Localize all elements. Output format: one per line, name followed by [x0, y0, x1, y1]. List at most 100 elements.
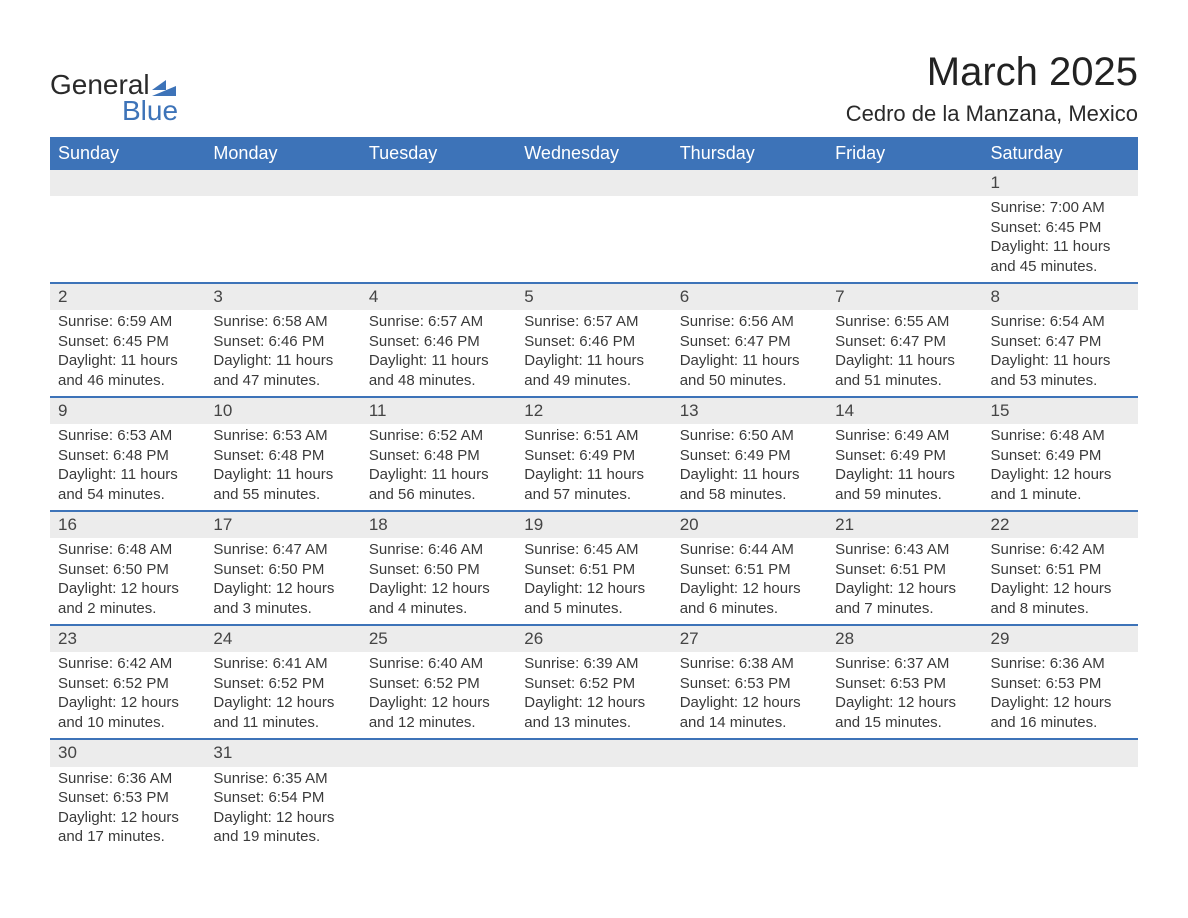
- sunset-line: Sunset: 6:47 PM: [680, 332, 819, 352]
- day-detail-cell: Sunrise: 6:39 AMSunset: 6:52 PMDaylight:…: [516, 652, 671, 739]
- day-number-cell: 3: [205, 283, 360, 310]
- day-detail-cell: [516, 767, 671, 853]
- day-detail-cell: Sunrise: 6:36 AMSunset: 6:53 PMDaylight:…: [50, 767, 205, 853]
- day-detail-cell: Sunrise: 6:38 AMSunset: 6:53 PMDaylight:…: [672, 652, 827, 739]
- daylight-line: Daylight: 12 hours and 8 minutes.: [991, 579, 1130, 618]
- daylight-line: Daylight: 11 hours and 58 minutes.: [680, 465, 819, 504]
- daylight-line: Daylight: 11 hours and 55 minutes.: [213, 465, 352, 504]
- day-detail-cell: Sunrise: 7:00 AMSunset: 6:45 PMDaylight:…: [983, 196, 1138, 283]
- day-detail-cell: Sunrise: 6:57 AMSunset: 6:46 PMDaylight:…: [361, 310, 516, 397]
- day-number-cell: [516, 739, 671, 766]
- daylight-line: Daylight: 12 hours and 14 minutes.: [680, 693, 819, 732]
- sunrise-line: Sunrise: 6:47 AM: [213, 540, 352, 560]
- day-detail-cell: [983, 767, 1138, 853]
- sunrise-line: Sunrise: 6:40 AM: [369, 654, 508, 674]
- sunrise-line: Sunrise: 6:36 AM: [58, 769, 197, 789]
- daylight-line: Daylight: 11 hours and 51 minutes.: [835, 351, 974, 390]
- sunrise-line: Sunrise: 6:53 AM: [213, 426, 352, 446]
- sunset-line: Sunset: 6:53 PM: [680, 674, 819, 694]
- page-title: March 2025: [846, 50, 1138, 95]
- col-saturday: Saturday: [983, 137, 1138, 170]
- sunset-line: Sunset: 6:51 PM: [680, 560, 819, 580]
- day-detail-cell: Sunrise: 6:45 AMSunset: 6:51 PMDaylight:…: [516, 538, 671, 625]
- day-detail-cell: Sunrise: 6:51 AMSunset: 6:49 PMDaylight:…: [516, 424, 671, 511]
- sunset-line: Sunset: 6:45 PM: [991, 218, 1130, 238]
- day-detail-cell: Sunrise: 6:48 AMSunset: 6:49 PMDaylight:…: [983, 424, 1138, 511]
- daylight-line: Daylight: 11 hours and 59 minutes.: [835, 465, 974, 504]
- day-number-cell: 2: [50, 283, 205, 310]
- sunset-line: Sunset: 6:51 PM: [991, 560, 1130, 580]
- daylight-line: Daylight: 12 hours and 1 minute.: [991, 465, 1130, 504]
- sunrise-line: Sunrise: 6:41 AM: [213, 654, 352, 674]
- sunset-line: Sunset: 6:49 PM: [835, 446, 974, 466]
- day-number-cell: 18: [361, 511, 516, 538]
- daylight-line: Daylight: 11 hours and 57 minutes.: [524, 465, 663, 504]
- week-daynum-row: 2345678: [50, 283, 1138, 310]
- daylight-line: Daylight: 12 hours and 3 minutes.: [213, 579, 352, 618]
- col-thursday: Thursday: [672, 137, 827, 170]
- week-detail-row: Sunrise: 6:42 AMSunset: 6:52 PMDaylight:…: [50, 652, 1138, 739]
- page-header: General Blue March 2025 Cedro de la Manz…: [50, 50, 1138, 127]
- daylight-line: Daylight: 12 hours and 7 minutes.: [835, 579, 974, 618]
- day-detail-cell: [361, 767, 516, 853]
- sunset-line: Sunset: 6:50 PM: [213, 560, 352, 580]
- day-number-cell: 11: [361, 397, 516, 424]
- daylight-line: Daylight: 11 hours and 45 minutes.: [991, 237, 1130, 276]
- day-detail-cell: Sunrise: 6:46 AMSunset: 6:50 PMDaylight:…: [361, 538, 516, 625]
- sunrise-line: Sunrise: 6:56 AM: [680, 312, 819, 332]
- day-number-cell: 27: [672, 625, 827, 652]
- sunrise-line: Sunrise: 6:58 AM: [213, 312, 352, 332]
- day-number-cell: 28: [827, 625, 982, 652]
- day-number-cell: 15: [983, 397, 1138, 424]
- sunset-line: Sunset: 6:54 PM: [213, 788, 352, 808]
- sunrise-line: Sunrise: 6:51 AM: [524, 426, 663, 446]
- day-number-cell: 26: [516, 625, 671, 652]
- day-detail-cell: Sunrise: 6:48 AMSunset: 6:50 PMDaylight:…: [50, 538, 205, 625]
- day-detail-cell: [50, 196, 205, 283]
- day-number-cell: [361, 170, 516, 196]
- week-daynum-row: 16171819202122: [50, 511, 1138, 538]
- sunrise-line: Sunrise: 6:49 AM: [835, 426, 974, 446]
- day-number-cell: 9: [50, 397, 205, 424]
- col-wednesday: Wednesday: [516, 137, 671, 170]
- sunset-line: Sunset: 6:46 PM: [524, 332, 663, 352]
- sunrise-line: Sunrise: 6:42 AM: [58, 654, 197, 674]
- week-detail-row: Sunrise: 6:53 AMSunset: 6:48 PMDaylight:…: [50, 424, 1138, 511]
- sunset-line: Sunset: 6:48 PM: [213, 446, 352, 466]
- day-detail-cell: [672, 767, 827, 853]
- day-detail-cell: Sunrise: 6:40 AMSunset: 6:52 PMDaylight:…: [361, 652, 516, 739]
- day-number-cell: 29: [983, 625, 1138, 652]
- week-daynum-row: 3031: [50, 739, 1138, 766]
- sunset-line: Sunset: 6:50 PM: [369, 560, 508, 580]
- day-number-cell: 4: [361, 283, 516, 310]
- sunset-line: Sunset: 6:51 PM: [524, 560, 663, 580]
- day-detail-cell: Sunrise: 6:55 AMSunset: 6:47 PMDaylight:…: [827, 310, 982, 397]
- sunrise-line: Sunrise: 6:55 AM: [835, 312, 974, 332]
- sunset-line: Sunset: 6:52 PM: [369, 674, 508, 694]
- daylight-line: Daylight: 11 hours and 54 minutes.: [58, 465, 197, 504]
- sunrise-line: Sunrise: 6:39 AM: [524, 654, 663, 674]
- week-detail-row: Sunrise: 6:48 AMSunset: 6:50 PMDaylight:…: [50, 538, 1138, 625]
- daylight-line: Daylight: 12 hours and 13 minutes.: [524, 693, 663, 732]
- day-number-cell: 23: [50, 625, 205, 652]
- daylight-line: Daylight: 12 hours and 19 minutes.: [213, 808, 352, 847]
- col-sunday: Sunday: [50, 137, 205, 170]
- sunrise-line: Sunrise: 6:43 AM: [835, 540, 974, 560]
- daylight-line: Daylight: 12 hours and 4 minutes.: [369, 579, 508, 618]
- day-number-cell: 7: [827, 283, 982, 310]
- sunset-line: Sunset: 6:47 PM: [835, 332, 974, 352]
- day-number-cell: [361, 739, 516, 766]
- day-detail-cell: [827, 767, 982, 853]
- day-number-cell: [672, 170, 827, 196]
- week-daynum-row: 1: [50, 170, 1138, 196]
- calendar-header-row: Sunday Monday Tuesday Wednesday Thursday…: [50, 137, 1138, 170]
- sunset-line: Sunset: 6:49 PM: [991, 446, 1130, 466]
- week-detail-row: Sunrise: 6:59 AMSunset: 6:45 PMDaylight:…: [50, 310, 1138, 397]
- sunset-line: Sunset: 6:53 PM: [991, 674, 1130, 694]
- day-detail-cell: Sunrise: 6:54 AMSunset: 6:47 PMDaylight:…: [983, 310, 1138, 397]
- sunset-line: Sunset: 6:53 PM: [835, 674, 974, 694]
- day-number-cell: 20: [672, 511, 827, 538]
- daylight-line: Daylight: 12 hours and 12 minutes.: [369, 693, 508, 732]
- day-detail-cell: Sunrise: 6:57 AMSunset: 6:46 PMDaylight:…: [516, 310, 671, 397]
- day-number-cell: [827, 739, 982, 766]
